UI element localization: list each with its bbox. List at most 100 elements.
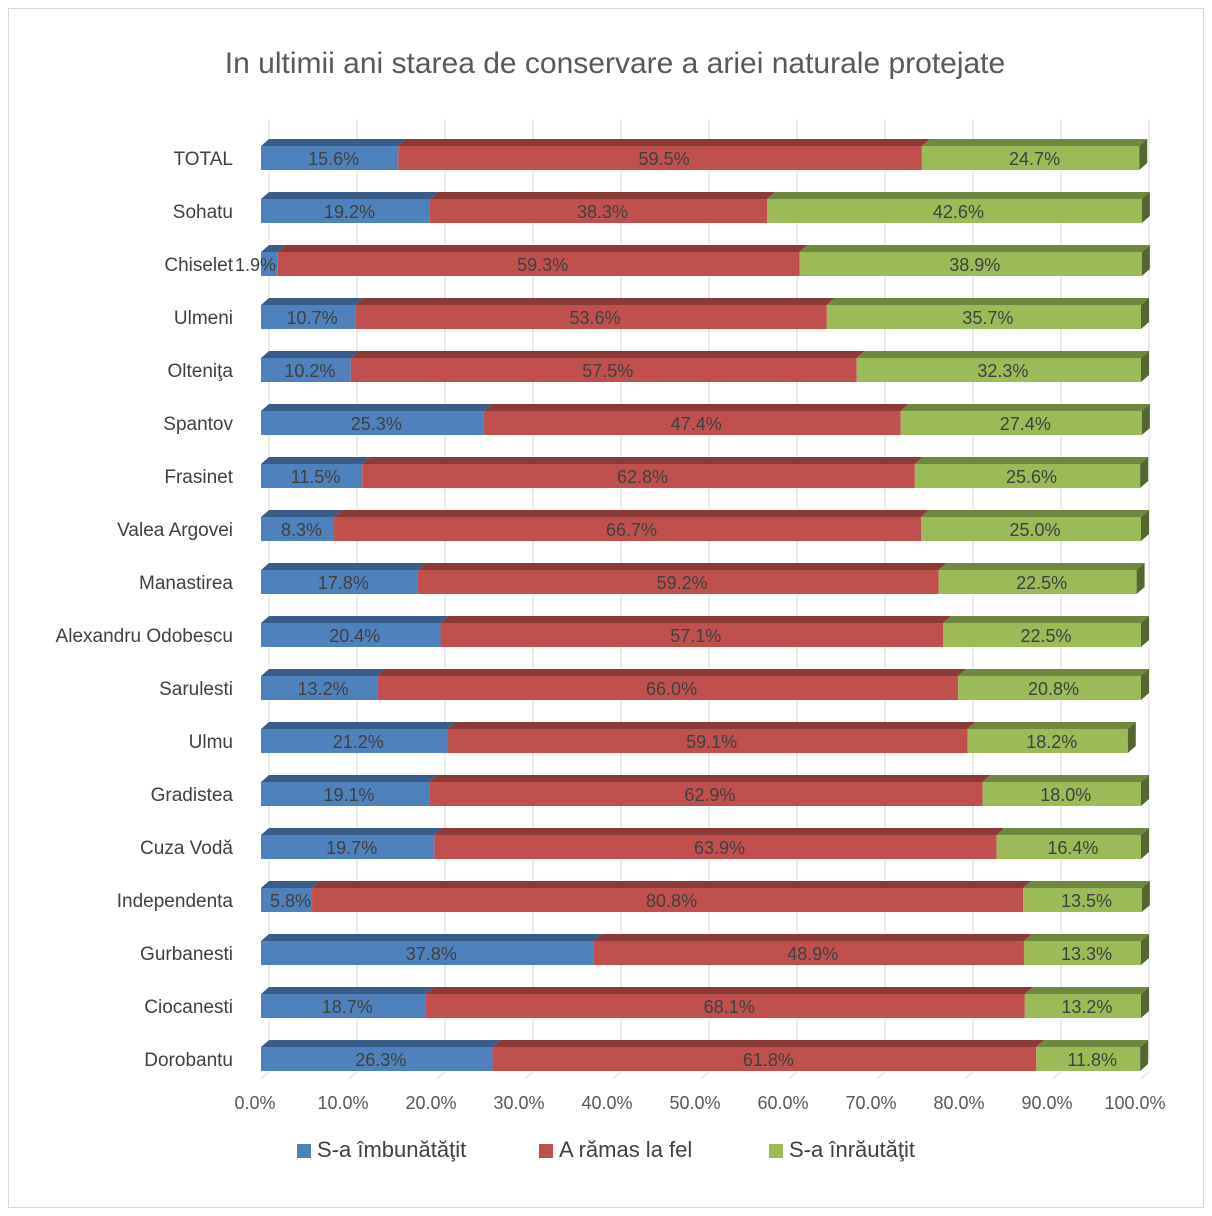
- x-tick-label: 40.0%: [581, 1093, 632, 1113]
- bar-segment: 19.2%: [261, 192, 438, 223]
- bar-top-face: [261, 563, 426, 570]
- bar-top-face: [425, 987, 1033, 994]
- bar: [261, 146, 399, 170]
- data-label: 38.9%: [949, 255, 1000, 275]
- bar: [900, 411, 1142, 435]
- category-label: Dorobantu: [144, 1050, 233, 1071]
- bar-side-face: [1141, 987, 1149, 1018]
- x-tick-label: 100.0%: [1104, 1093, 1165, 1113]
- bar-segment: 66.7%: [334, 510, 929, 541]
- bar-top-face: [957, 669, 1149, 676]
- bar-segment: 48.9%: [593, 934, 1032, 965]
- bar: [261, 570, 418, 594]
- bar-segment: 1.9%: [235, 245, 286, 276]
- gridline-floor: [524, 1071, 534, 1080]
- bar-top-face: [377, 669, 966, 676]
- bar-top-face: [938, 563, 1145, 570]
- data-label: 18.0%: [1040, 785, 1091, 805]
- bar-side-face: [1127, 722, 1136, 753]
- bar-segment: 13.2%: [1024, 987, 1149, 1018]
- bar-top-face: [261, 1040, 501, 1047]
- bar: [429, 782, 983, 806]
- data-label: 57.1%: [670, 626, 721, 646]
- bar: [982, 782, 1141, 806]
- bar: [261, 941, 594, 965]
- category-label: Alexandru Odobescu: [56, 626, 233, 647]
- bar-top-face: [334, 510, 929, 517]
- bar-top-face: [261, 192, 438, 199]
- bar-segment: 38.3%: [429, 192, 775, 223]
- data-label: 16.4%: [1047, 838, 1098, 858]
- data-label: 13.5%: [1061, 891, 1112, 911]
- category-label: TOTAL: [174, 149, 233, 170]
- category-label: Ulmeni: [174, 308, 233, 329]
- gridline-floor: [1052, 1071, 1062, 1080]
- data-label: 59.5%: [639, 149, 690, 169]
- data-label: 15.6%: [308, 149, 359, 169]
- bar-top-face: [447, 722, 976, 729]
- bar: [799, 252, 1142, 276]
- data-label: 48.9%: [787, 944, 838, 964]
- category-label: Sarulesti: [159, 679, 233, 700]
- category-label: Cuza Vodă: [140, 838, 233, 859]
- bar-top-face: [350, 351, 865, 358]
- data-label: 19.2%: [324, 202, 375, 222]
- bar-segment: 25.6%: [914, 457, 1149, 488]
- bar-top-face: [261, 987, 434, 994]
- bar-top-face: [440, 616, 951, 623]
- bar-side-face: [1141, 616, 1149, 647]
- gridline-floor: [612, 1071, 622, 1080]
- data-label: 21.2%: [333, 732, 384, 752]
- legend-swatch: [769, 1144, 783, 1158]
- bar: [261, 358, 351, 382]
- bar-segment: 26.3%: [261, 1040, 501, 1071]
- bar: [447, 729, 968, 753]
- data-label: 11.5%: [291, 467, 341, 487]
- bar-top-face: [429, 192, 775, 199]
- gridline-floor: [436, 1071, 446, 1080]
- bar-segment: 59.2%: [417, 563, 947, 594]
- bar-top-face: [261, 775, 438, 782]
- bar: [826, 305, 1141, 329]
- bar-segment: 80.8%: [312, 881, 1032, 912]
- chart-title: In ultimii ani starea de conservare a ar…: [225, 47, 1005, 80]
- bar-top-face: [921, 139, 1148, 146]
- bar-side-face: [1141, 669, 1149, 700]
- bar-segment: 22.5%: [938, 563, 1145, 594]
- bar-top-face: [1036, 1040, 1149, 1047]
- bar-segment: 27.4%: [900, 404, 1150, 435]
- bar: [943, 623, 1141, 647]
- gridline-floor: [348, 1071, 358, 1080]
- bar-top-face: [362, 457, 923, 464]
- bar-top-face: [312, 881, 1032, 888]
- data-label: 42.6%: [933, 202, 984, 222]
- bar-top-face: [261, 669, 386, 676]
- bar-top-face: [1023, 934, 1149, 941]
- data-label: 20.8%: [1028, 679, 1079, 699]
- bar-top-face: [996, 828, 1149, 835]
- bar: [261, 835, 435, 859]
- bar-top-face: [398, 139, 930, 146]
- bar-segment: 47.4%: [483, 404, 909, 435]
- bar: [334, 517, 921, 541]
- category-label: Gradistea: [151, 785, 234, 806]
- bar: [398, 146, 922, 170]
- data-label: 19.1%: [324, 785, 375, 805]
- data-label: 57.5%: [582, 361, 633, 381]
- bar-top-face: [826, 298, 1149, 305]
- bar: [767, 199, 1142, 223]
- gridline-floor: [1140, 1071, 1150, 1080]
- bar: [362, 464, 915, 488]
- bar-side-face: [1141, 828, 1149, 859]
- bar-segment: 24.7%: [921, 139, 1148, 170]
- data-label: 59.2%: [657, 573, 708, 593]
- bar-segment: 38.9%: [799, 245, 1150, 276]
- bar-segment: 18.2%: [967, 722, 1136, 753]
- data-label: 62.8%: [617, 467, 668, 487]
- bar: [593, 941, 1024, 965]
- bar-segment: 68.1%: [425, 987, 1033, 1018]
- data-label: 18.7%: [322, 997, 373, 1017]
- chart-frame: In ultimii ani starea de conservare a ar…: [8, 8, 1204, 1208]
- bar-side-face: [1140, 1040, 1149, 1071]
- bar-segment: 37.8%: [261, 934, 602, 965]
